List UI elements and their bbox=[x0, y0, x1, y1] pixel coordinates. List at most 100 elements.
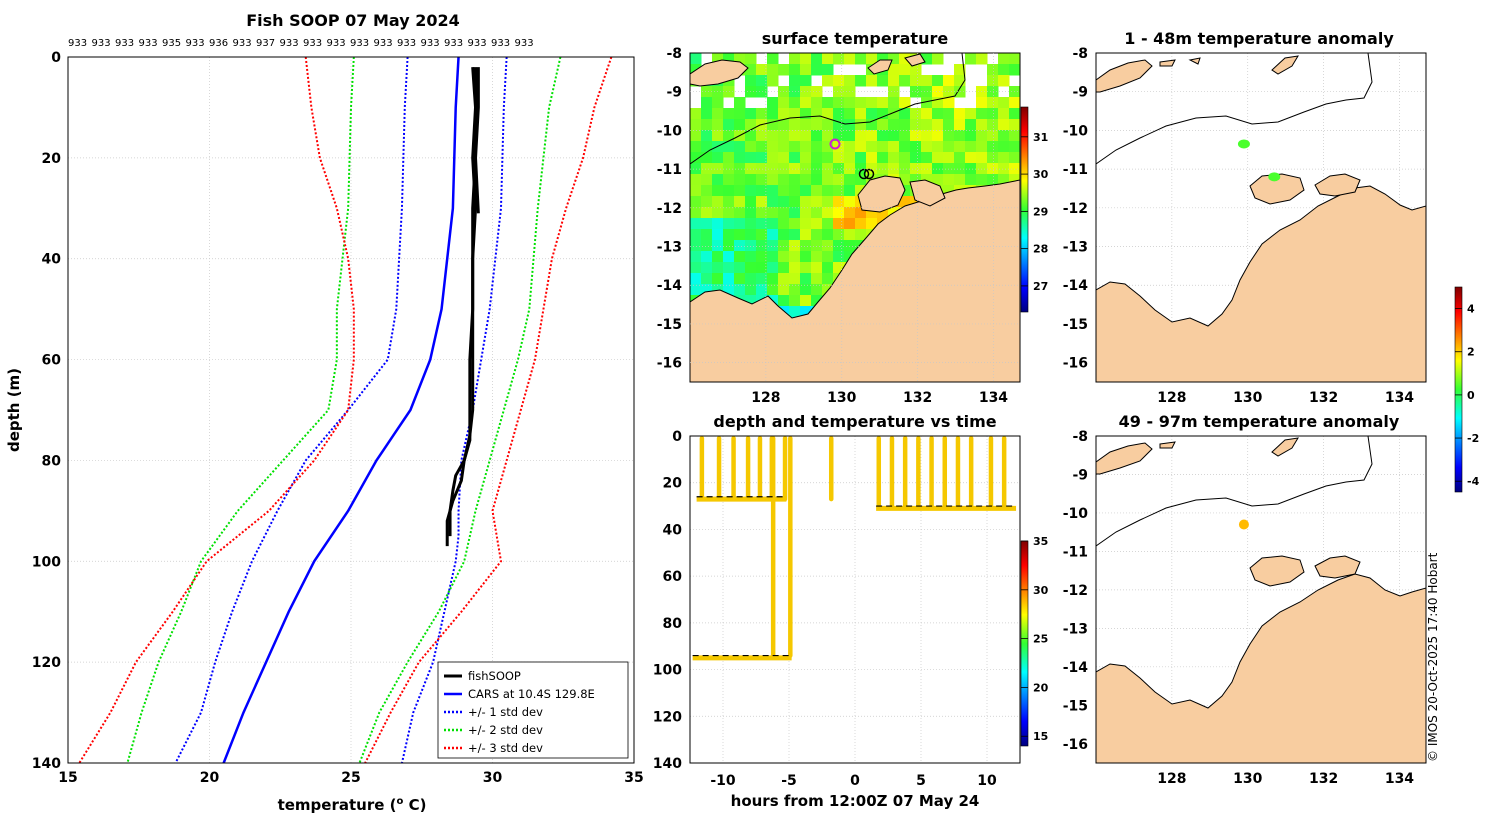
sst-cell bbox=[800, 284, 812, 296]
sst-cell bbox=[954, 152, 966, 164]
sst-cell bbox=[877, 119, 889, 131]
profile-std-line bbox=[174, 56, 409, 764]
sst-cell bbox=[800, 119, 812, 131]
sst-cell bbox=[800, 240, 812, 252]
sst-cell bbox=[767, 185, 779, 197]
sst-cell bbox=[888, 141, 900, 153]
sst-cell bbox=[723, 196, 735, 208]
map-x-tick-label: 130 bbox=[827, 390, 856, 406]
sst-cell bbox=[888, 163, 900, 175]
sst-cell bbox=[811, 284, 823, 296]
sst-cell bbox=[789, 75, 801, 87]
sst-cell bbox=[833, 119, 845, 131]
sst-cell bbox=[987, 75, 999, 87]
sst-cell bbox=[789, 119, 801, 131]
sst-cell bbox=[778, 229, 790, 241]
sst-cell bbox=[877, 53, 889, 65]
profile-std-line bbox=[358, 56, 562, 764]
sst-cell bbox=[789, 306, 801, 318]
sst-cell bbox=[932, 163, 944, 175]
sst-land-mainland bbox=[690, 179, 1020, 382]
map-y-tick-label: -9 bbox=[1072, 467, 1088, 483]
sst-cell bbox=[866, 152, 878, 164]
sst-cell bbox=[833, 97, 845, 109]
track-title: depth and temperature vs time bbox=[713, 412, 996, 431]
sst-cell bbox=[789, 185, 801, 197]
sst-cell bbox=[734, 251, 746, 263]
sst-cell bbox=[690, 130, 702, 142]
sst-cell bbox=[800, 196, 812, 208]
profile-id-label: 933 bbox=[444, 38, 463, 49]
sst-cell bbox=[866, 207, 878, 219]
sst-cell bbox=[767, 152, 779, 164]
sst-cell bbox=[811, 97, 823, 109]
profile-id-label: 933 bbox=[350, 38, 369, 49]
sst-cell bbox=[965, 174, 977, 186]
sst-colorbar bbox=[1020, 106, 1029, 313]
profile-x-tick-label: 20 bbox=[200, 770, 220, 786]
sst-cell bbox=[778, 284, 790, 296]
sst-cell bbox=[932, 141, 944, 153]
sst-cell bbox=[690, 251, 702, 263]
sst-cell bbox=[888, 152, 900, 164]
profile-cars-line bbox=[222, 56, 460, 764]
sst-cell bbox=[800, 97, 812, 109]
map-x-tick-label: 128 bbox=[1157, 390, 1186, 406]
profile-x-label-unit: C) bbox=[403, 796, 426, 814]
sst-cell bbox=[943, 185, 955, 197]
sst-cell bbox=[976, 174, 988, 186]
sst-cell bbox=[987, 86, 999, 98]
sst-cell bbox=[712, 119, 724, 131]
sst-cell bbox=[954, 163, 966, 175]
sst-cell bbox=[712, 218, 724, 230]
sst-cell bbox=[723, 163, 735, 175]
map-x-tick-label: 132 bbox=[903, 390, 932, 406]
sst-cell bbox=[1009, 97, 1020, 109]
sst-cell bbox=[833, 251, 845, 263]
sst-cell bbox=[745, 251, 757, 263]
sst-cell bbox=[855, 53, 867, 65]
profile-y-tick-label: 80 bbox=[42, 453, 62, 469]
track-colorbar bbox=[1020, 540, 1029, 747]
sst-cell bbox=[1009, 64, 1020, 76]
sst-cell bbox=[734, 185, 746, 197]
sst-cell bbox=[690, 185, 702, 197]
sst-cell bbox=[954, 119, 966, 131]
sst-cell bbox=[1009, 174, 1020, 186]
sst-cell bbox=[932, 152, 944, 164]
sst-cell bbox=[734, 141, 746, 153]
sst-cell bbox=[844, 163, 856, 175]
sst-cell bbox=[789, 240, 801, 252]
sst-cell bbox=[844, 218, 856, 230]
sst-cell bbox=[833, 86, 845, 98]
sst-cell bbox=[756, 64, 768, 76]
sst-cell bbox=[899, 97, 911, 109]
sst-map-title: surface temperature bbox=[762, 29, 949, 48]
sst-cell bbox=[690, 207, 702, 219]
sst-map-content bbox=[690, 53, 1020, 382]
sst-cell bbox=[811, 196, 823, 208]
sst-map-y-ticks: -8 -9 -10 -11 -12 -13 -14 -15 -16 bbox=[657, 46, 683, 372]
sst-cell bbox=[866, 130, 878, 142]
map-x-tick-label: 128 bbox=[1157, 771, 1186, 787]
track-x-label: hours from 12:00Z 07 May 24 bbox=[731, 792, 980, 810]
sst-cell bbox=[701, 130, 713, 142]
sst-cell bbox=[855, 185, 867, 197]
sst-cell bbox=[789, 53, 801, 65]
anomaly-colorbar-tick-label: 0 bbox=[1467, 389, 1475, 402]
sst-cell bbox=[723, 284, 735, 296]
sst-cell bbox=[987, 108, 999, 120]
anomaly-deep-land-timor bbox=[1096, 442, 1153, 475]
sst-cell bbox=[921, 119, 933, 131]
sst-cell bbox=[701, 97, 713, 109]
sst-cell bbox=[833, 53, 845, 65]
sst-cell bbox=[767, 108, 779, 120]
sst-cell bbox=[789, 152, 801, 164]
sst-cell bbox=[822, 75, 834, 87]
sst-cell bbox=[767, 174, 779, 186]
sst-cell bbox=[943, 130, 955, 142]
sst-map-axes-box bbox=[689, 52, 1021, 383]
sst-cell bbox=[811, 262, 823, 274]
sst-cell bbox=[866, 141, 878, 153]
sst-cell bbox=[800, 163, 812, 175]
